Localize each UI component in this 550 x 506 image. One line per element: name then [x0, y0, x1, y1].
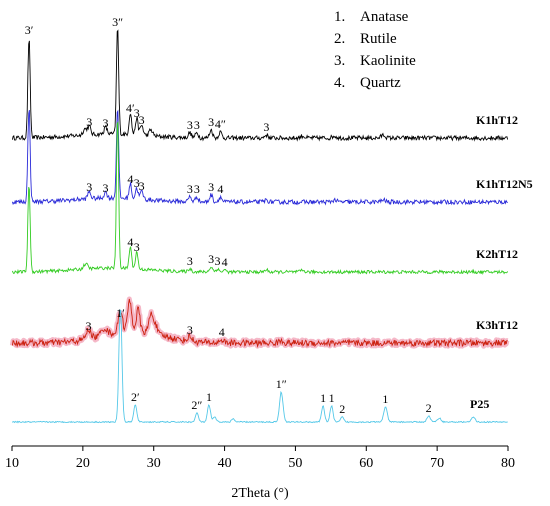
series-line-k1ht12	[11, 29, 509, 142]
peak-label: 4	[127, 235, 133, 249]
peak-label: 3	[194, 182, 200, 196]
x-tick-label: 30	[147, 456, 161, 471]
peak-label: 3	[208, 180, 214, 194]
x-tick-label: 40	[218, 456, 232, 471]
peak-label: 3	[208, 115, 214, 129]
legend-number: 1.	[334, 9, 345, 25]
peak-label: 1	[382, 392, 388, 406]
peak-label: 3	[103, 116, 109, 130]
peak-label: 3	[86, 115, 92, 129]
series-label: K2hT12	[476, 247, 518, 261]
series-line-k3ht12	[11, 298, 508, 348]
x-tick-label: 80	[501, 456, 515, 471]
peak-label: 3	[86, 319, 92, 333]
x-axis: 10 20 30 40 50 60 70 80	[5, 445, 515, 471]
legend-item: Rutile	[360, 31, 397, 47]
peak-label: 1	[206, 390, 212, 404]
peak-label: 4	[222, 255, 228, 269]
legend-item: Quartz	[360, 75, 401, 91]
peak-label: 3	[103, 181, 109, 195]
series-label: P25	[470, 397, 489, 411]
peak-label: 3	[134, 240, 140, 254]
peak-label: 3	[134, 106, 140, 120]
x-axis-title: 2Theta (°)	[231, 486, 289, 501]
series-line-p25	[12, 308, 508, 424]
peak-label: 3	[208, 252, 214, 266]
series-label: K1hT12N5	[476, 177, 533, 191]
peak-label: 4′	[126, 101, 135, 115]
x-tick-label: 50	[288, 456, 302, 471]
peak-label: 3	[86, 180, 92, 194]
peak-label: 3	[263, 120, 269, 134]
x-tick-label: 60	[359, 456, 373, 471]
legend-number: 3.	[334, 53, 345, 69]
peak-label: 4	[127, 172, 133, 186]
peak-label: 2′	[131, 390, 140, 404]
peak-label: 1	[329, 391, 335, 405]
legend-number: 4.	[334, 75, 345, 91]
peak-label: 3	[187, 254, 193, 268]
series-label: K3hT12	[476, 318, 518, 332]
peak-label: 1′	[116, 306, 125, 320]
x-tick-label: 10	[5, 456, 19, 471]
legend-item: Anatase	[360, 9, 409, 25]
legend-number: 2.	[334, 31, 345, 47]
peak-label: 3′	[25, 23, 34, 37]
peak-label: 3	[134, 176, 140, 190]
x-tick-label: 20	[76, 456, 90, 471]
series-layer	[9, 29, 510, 424]
peak-label: 3	[187, 118, 193, 132]
x-tick-label: 70	[430, 456, 444, 471]
peak-label: 1	[320, 391, 326, 405]
peak-label: 3	[139, 113, 145, 127]
series-line-k2ht12	[11, 120, 508, 276]
peak-label: 1″	[276, 377, 287, 391]
peak-label: 3	[187, 182, 193, 196]
legend: 1. Anatase 2. Rutile 3. Kaolinite 4. Quartz	[334, 9, 416, 91]
peak-label: 3	[194, 118, 200, 132]
peak-label: 3	[187, 323, 193, 337]
series-line-k1ht12n5	[11, 109, 508, 206]
peak-label: 3	[214, 254, 220, 268]
peak-label: 2	[339, 402, 345, 416]
peak-label: 4	[217, 182, 223, 196]
peak-label: 4″	[215, 117, 226, 131]
peak-label: 2	[426, 401, 432, 415]
peak-label: 2″	[191, 398, 202, 412]
series-label: K1hT12	[476, 113, 518, 127]
peak-label: 4	[219, 325, 225, 339]
legend-item: Kaolinite	[360, 53, 416, 69]
peak-label: 3	[139, 179, 145, 193]
peak-label: 3″	[112, 15, 123, 29]
